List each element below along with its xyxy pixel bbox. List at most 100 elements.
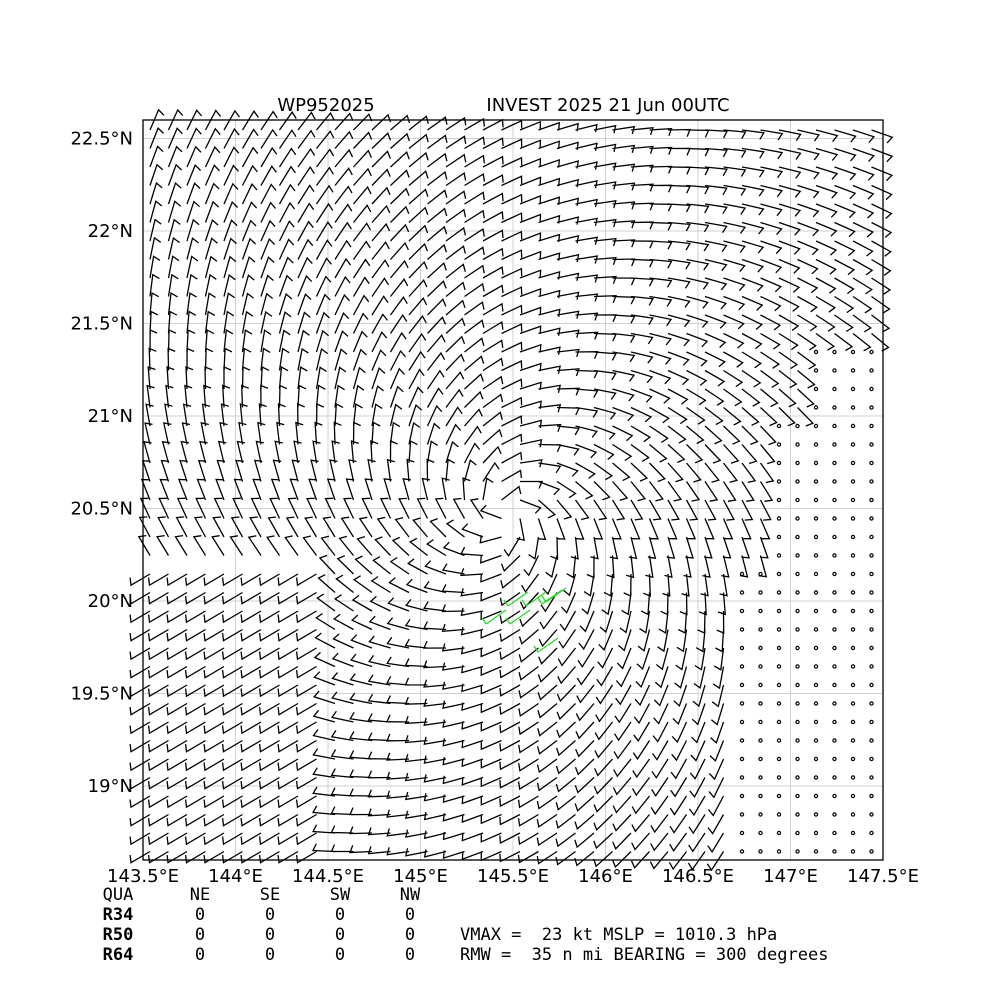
title-right: INVEST 2025 21 Jun 00UTC <box>486 95 729 116</box>
wind-barb <box>258 721 280 735</box>
wind-barb <box>852 166 875 181</box>
wind-barb <box>350 614 373 631</box>
wind-barb <box>349 731 373 742</box>
wind-barb <box>593 237 617 247</box>
wind-barb <box>352 384 365 408</box>
wind-barb <box>129 610 151 624</box>
wind-barb <box>315 347 329 371</box>
calm-marker <box>776 701 782 706</box>
wind-barb <box>211 535 225 556</box>
wind-barb <box>221 739 243 753</box>
wind-barb <box>166 813 188 827</box>
wind-barb <box>334 257 352 279</box>
wind-barb <box>593 369 617 381</box>
wind-barb <box>278 292 293 316</box>
x-tick-label: 145.5°E <box>477 866 549 887</box>
wind-barb <box>312 440 321 464</box>
wind-barb <box>593 181 617 190</box>
wind-barb <box>618 629 632 652</box>
wind-barb <box>229 535 244 556</box>
wind-barb <box>334 203 353 223</box>
wind-barb <box>315 166 334 186</box>
y-tick-label: 22°N <box>88 221 133 242</box>
wind-barb <box>445 281 466 298</box>
wind-barb <box>464 355 485 371</box>
calm-marker <box>850 627 856 632</box>
wind-barb <box>266 535 281 556</box>
wind-barb <box>166 721 188 735</box>
calm-marker <box>739 571 745 577</box>
wind-barb <box>538 252 561 261</box>
wind-barb <box>649 127 673 137</box>
wind-barb <box>312 805 336 816</box>
wind-barb <box>723 444 740 464</box>
wind-barb <box>521 573 540 593</box>
calm-marker <box>850 442 856 447</box>
wind-barb <box>501 156 523 168</box>
wind-barb <box>442 831 465 841</box>
wind-barb <box>334 312 350 334</box>
wind-barb <box>536 758 558 774</box>
wind-barb <box>423 830 447 840</box>
wind-barb <box>140 478 151 501</box>
wind-barb <box>387 597 410 612</box>
wind-barb <box>386 771 410 780</box>
wind-barb <box>277 758 299 772</box>
wind-barb <box>518 665 539 681</box>
wind-barb <box>538 271 561 280</box>
wind-barb <box>612 163 636 172</box>
wind-barb <box>499 591 521 607</box>
calm-marker <box>832 775 837 780</box>
calm-marker <box>869 349 874 355</box>
calm-marker <box>813 571 819 577</box>
wind-barb <box>390 205 410 223</box>
wind-barb <box>704 277 728 291</box>
wind-barb <box>404 735 428 744</box>
wind-barb <box>390 223 410 242</box>
wind-barb-strong <box>481 609 507 625</box>
wind-barb <box>460 568 484 577</box>
wind-barb <box>389 403 403 427</box>
wind-barb <box>315 366 327 390</box>
wind-barb <box>221 758 243 772</box>
calm-marker <box>795 423 800 429</box>
wind-barb <box>277 403 286 427</box>
wind-barb <box>186 328 196 353</box>
wind-barb <box>689 777 706 798</box>
wind-barb <box>203 610 225 624</box>
wind-barb <box>204 127 221 149</box>
calm-marker <box>795 571 800 577</box>
wind-barb <box>423 601 447 612</box>
wind-barb <box>778 258 801 274</box>
wind-barb <box>445 172 467 187</box>
wind-barb <box>871 240 892 257</box>
wind-barb <box>331 672 354 686</box>
wind-barb <box>576 666 595 686</box>
calm-marker <box>850 701 856 706</box>
wind-barb <box>649 258 673 269</box>
wind-barb <box>184 721 206 735</box>
wind-barb <box>334 239 352 260</box>
wind-barb <box>693 666 706 689</box>
wind-barb <box>760 295 782 312</box>
wind-barb <box>741 240 765 254</box>
wind-barb <box>519 381 542 391</box>
wind-barb <box>166 850 188 864</box>
wind-barb <box>193 516 207 538</box>
wind-barb <box>371 295 389 316</box>
wind-barb <box>593 481 611 501</box>
wind-barb <box>778 277 801 293</box>
wind-barb <box>239 403 248 427</box>
wind-barb <box>612 462 631 482</box>
wind-barb <box>165 384 174 408</box>
wind-barb <box>147 610 169 624</box>
wind-barb <box>353 167 372 186</box>
table-cell: 0 <box>195 945 205 965</box>
wind-barb <box>156 534 170 556</box>
wind-barb <box>423 660 447 669</box>
wind-barb <box>334 348 348 371</box>
wind-barb <box>408 188 429 205</box>
wind-barb <box>221 610 243 624</box>
wind-barb <box>593 795 613 813</box>
wind-barb <box>386 847 410 856</box>
